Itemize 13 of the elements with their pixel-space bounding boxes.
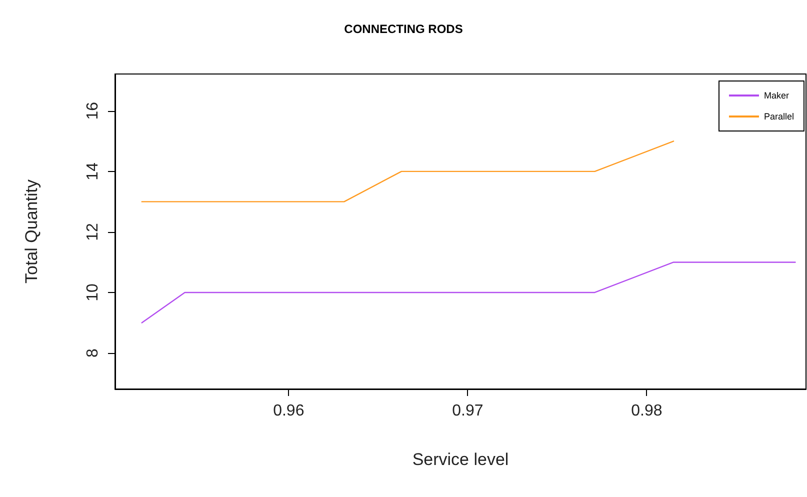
y-tick-label: 10 — [84, 283, 102, 302]
x-tick-label: 0.98 — [631, 402, 662, 420]
y-tick-label: 16 — [84, 102, 102, 120]
y-tick-label: 8 — [84, 348, 102, 358]
chart-title: CONNECTING RODS — [344, 22, 463, 36]
x-tick-label: 0.96 — [273, 402, 304, 420]
x-axis-title: Service level — [412, 450, 509, 469]
y-axis-title: Total Quantity — [22, 179, 41, 284]
x-tick-label: 0.97 — [452, 402, 484, 420]
legend-label: Maker — [764, 90, 789, 100]
legend-label: Parallel — [764, 112, 794, 122]
y-tick-label: 14 — [84, 162, 102, 180]
y-tick-label: 12 — [84, 222, 102, 241]
